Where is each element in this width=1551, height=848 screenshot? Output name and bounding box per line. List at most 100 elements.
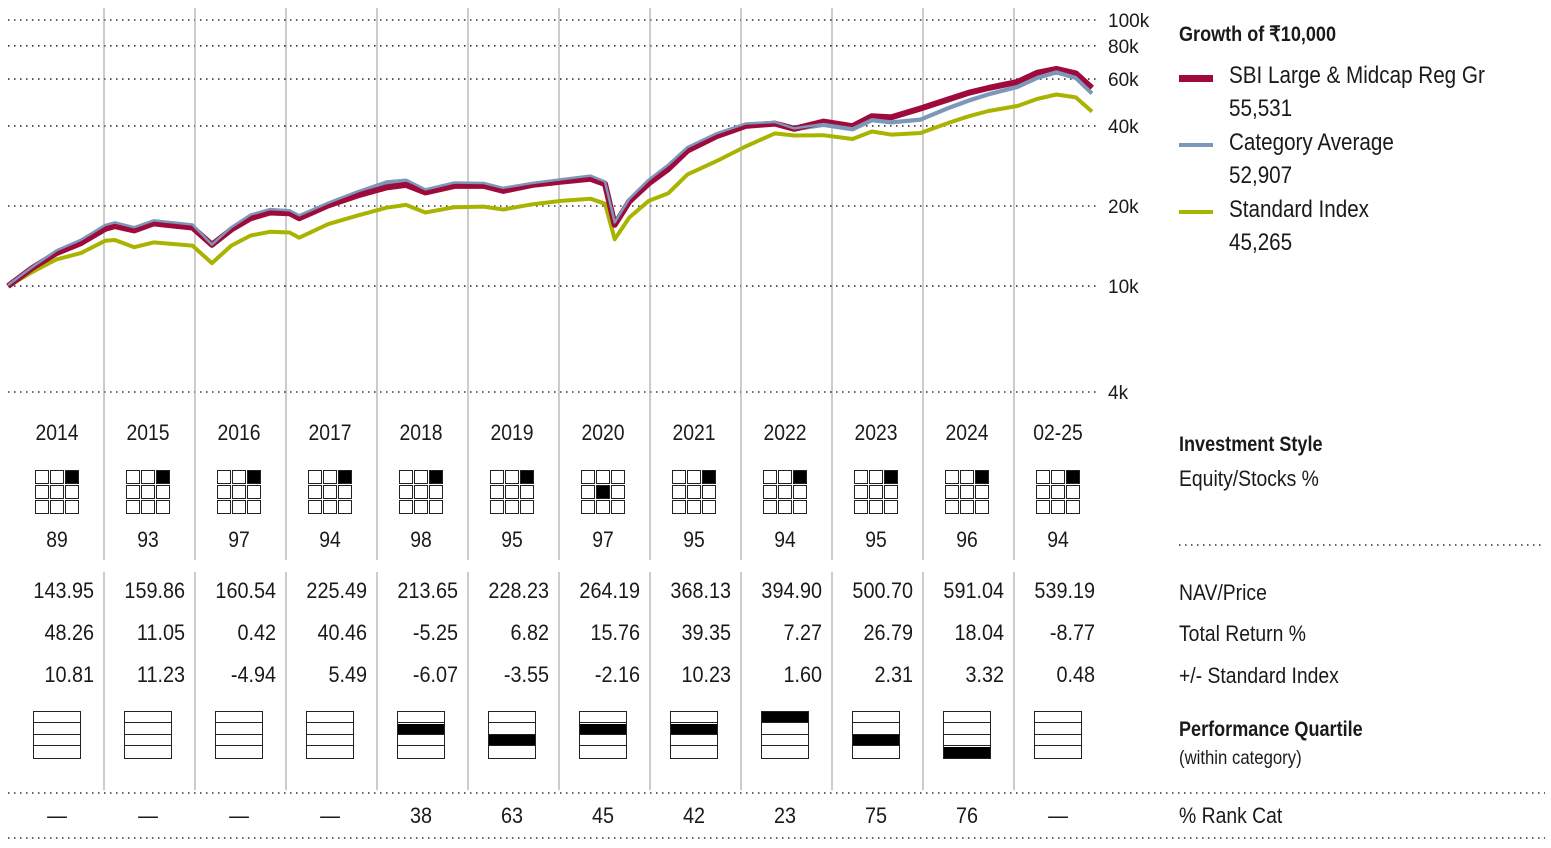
nav-price-label: NAV/Price (1179, 580, 1267, 605)
equity-stocks-label: Equity/Stocks % (1179, 466, 1319, 491)
style-cell (155, 485, 170, 499)
quartile-band (579, 723, 626, 735)
year-label: 2023 (853, 420, 898, 445)
rank-cat-value: 23 (773, 803, 796, 828)
style-cell (1065, 485, 1080, 499)
quartile-band (1034, 712, 1081, 723)
quartile-band (943, 712, 990, 723)
style-cell (307, 500, 322, 514)
style-cell (428, 485, 443, 499)
quartile-band (671, 747, 717, 758)
nav-price-value: 159.86 (124, 578, 185, 603)
legend-fund-name: SBI Large & Midcap Reg Gr (1229, 62, 1485, 89)
equity-pct-value: 94 (1046, 527, 1069, 552)
quartile-band (1034, 735, 1081, 746)
style-box-icon (398, 470, 443, 514)
style-cell (34, 500, 49, 514)
style-cell (64, 470, 79, 484)
style-cell (1065, 500, 1080, 514)
nav-price-value: 591.04 (943, 578, 1004, 603)
quartile-band (761, 724, 808, 735)
vs-index-value: -3.55 (503, 662, 549, 687)
style-cell (580, 485, 595, 499)
rank-cat-value: — (228, 803, 249, 828)
style-cell (34, 485, 49, 499)
equity-pct-value: 93 (136, 527, 159, 552)
quartile-band (488, 712, 535, 723)
year-label: 2016 (216, 420, 261, 445)
style-box-icon (853, 470, 898, 514)
style-cell (1050, 485, 1065, 499)
style-cell (762, 485, 777, 499)
legend-title: Growth of ₹10,000 (1179, 23, 1337, 46)
style-cell (49, 500, 64, 514)
year-label: 2017 (307, 420, 352, 445)
style-cell (610, 470, 625, 484)
total-return-value: -5.25 (412, 620, 458, 645)
style-cell (322, 500, 337, 514)
quartile-band (33, 735, 80, 746)
style-cell (1065, 470, 1080, 484)
quartile-band (1035, 747, 1081, 758)
style-cell (1035, 500, 1050, 514)
style-cell (944, 470, 959, 484)
quartile-box-icon (214, 711, 263, 759)
quartile-box-icon (396, 711, 445, 759)
style-cell (1035, 470, 1050, 484)
style-cell (125, 470, 140, 484)
style-cell (307, 485, 322, 499)
style-cell (959, 485, 974, 499)
vs-index-value: -4.94 (230, 662, 276, 687)
vs-index-value: 5.49 (328, 662, 367, 687)
year-label: 2014 (34, 420, 79, 445)
style-cell (155, 470, 170, 484)
style-cell (413, 470, 428, 484)
style-cell (246, 470, 261, 484)
vs-index-label: +/- Standard Index (1179, 663, 1339, 688)
style-cell (671, 500, 686, 514)
style-cell (216, 485, 231, 499)
quartile-band (579, 735, 626, 746)
quartile-band (762, 747, 808, 758)
style-cell (595, 485, 610, 499)
total-return-value: -8.77 (1049, 620, 1095, 645)
quartile-band (489, 747, 535, 758)
quartile-box-icon (942, 711, 991, 759)
style-cell (49, 470, 64, 484)
equity-pct-value: 95 (682, 527, 705, 552)
quartile-band (306, 735, 353, 746)
y-tick-label: 10k (1108, 277, 1139, 298)
style-cell (231, 485, 246, 499)
style-box-icon (307, 470, 352, 514)
style-cell (792, 470, 807, 484)
year-label: 2015 (125, 420, 170, 445)
quartile-band (852, 712, 899, 723)
rank-cat-value: 45 (591, 803, 614, 828)
quartile-box-icon (123, 711, 172, 759)
quartile-box-icon (760, 711, 809, 759)
style-cell (398, 470, 413, 484)
style-cell (868, 500, 883, 514)
quartile-band (397, 712, 444, 723)
style-cell (307, 470, 322, 484)
nav-price-value: 368.13 (670, 578, 731, 603)
style-cell (580, 500, 595, 514)
style-cell (853, 470, 868, 484)
equity-pct-value: 89 (45, 527, 68, 552)
y-tick-label: 100k (1108, 11, 1150, 32)
style-box-icon (216, 470, 261, 514)
style-box-icon (762, 470, 807, 514)
style-cell (883, 485, 898, 499)
quartile-band (34, 747, 80, 758)
style-cell (216, 500, 231, 514)
nav-price-value: 160.54 (215, 578, 276, 603)
rank-cat-value: 38 (409, 803, 432, 828)
style-cell (868, 470, 883, 484)
nav-price-value: 225.49 (306, 578, 367, 603)
style-cell (777, 500, 792, 514)
style-box-icon (125, 470, 170, 514)
style-cell (974, 485, 989, 499)
quartile-band (670, 712, 717, 723)
style-cell (519, 485, 534, 499)
